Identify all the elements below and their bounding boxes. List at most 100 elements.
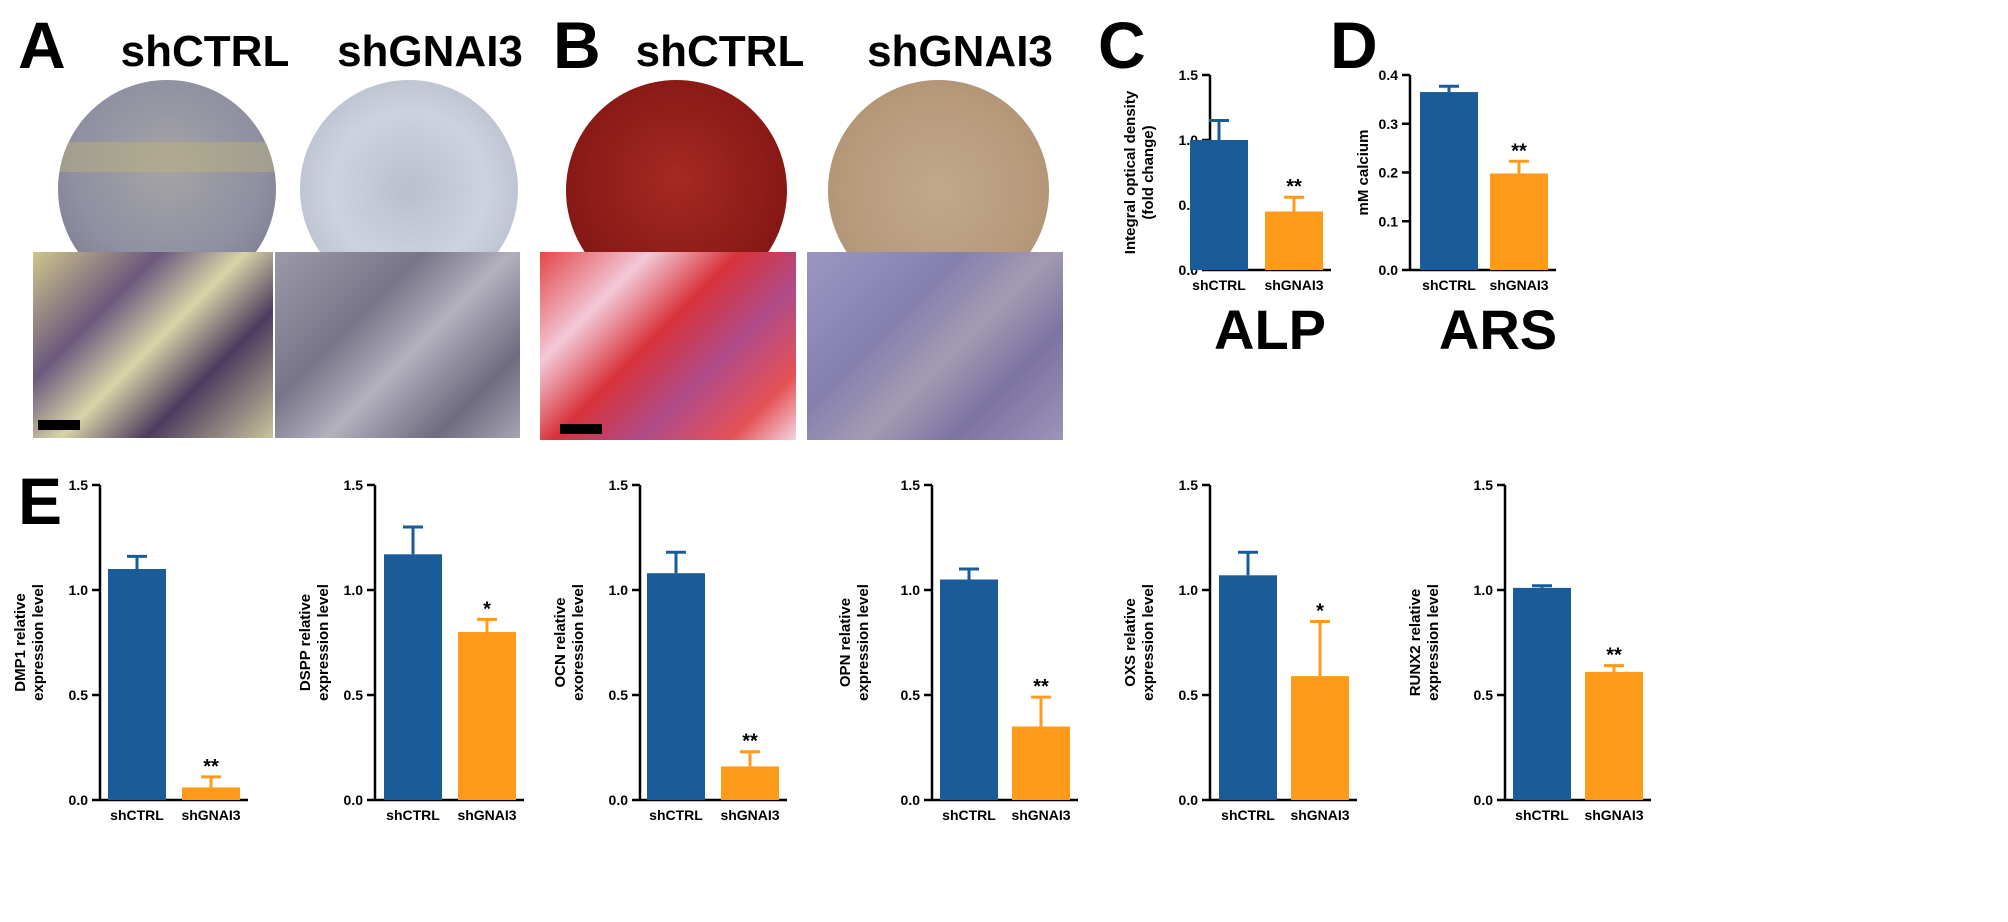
bar-shctrl [1219,575,1277,800]
bar-shgnai3 [1490,173,1548,270]
panel-b-label-shctrl: shCTRL [635,27,805,76]
x-tick-label: shGNAI3 [1489,277,1548,293]
x-tick-label: shCTRL [649,807,703,823]
x-tick-label: shCTRL [1221,807,1275,823]
bar-shctrl [1420,92,1478,270]
y-axis-label: OPN relativeexpression level [837,584,872,701]
y-tick-label: 1.5 [344,477,364,493]
y-tick-label: 0.0 [69,792,89,808]
y-tick-label: 1.0 [69,582,89,598]
panel-a-label-shgnai3: shGNAI3 [337,27,523,76]
y-tick-label: 1.0 [1474,582,1494,598]
x-tick-label: shCTRL [1192,277,1246,293]
x-tick-label: shCTRL [110,807,164,823]
y-tick-label: 1.0 [344,582,364,598]
panel-letter-b: B [553,8,601,82]
bar-shctrl [647,573,705,800]
y-axis-label: OCN relativeexoression level [552,584,587,701]
significance-label: * [483,598,491,620]
y-tick-label: 0.0 [609,792,629,808]
x-tick-label: shGNAI3 [1290,807,1349,823]
significance-label: ** [1033,676,1049,698]
y-tick-label: 0.3 [1379,116,1399,132]
ars-micrograph-shgnai3 [807,252,1063,440]
significance-label: ** [1511,140,1527,162]
bar-shctrl [1513,587,1571,800]
y-tick-label: 1.5 [1179,67,1199,83]
y-tick-label: 0.5 [609,687,629,703]
panel-b-label-shgnai3: shGNAI3 [867,27,1053,76]
bar-shctrl [108,569,166,800]
panel-c-caption: ALP [1214,298,1326,361]
y-tick-label: 1.5 [1179,477,1199,493]
bar-shgnai3 [182,787,240,800]
x-tick-label: shGNAI3 [181,807,240,823]
panel-d-caption: ARS [1438,298,1558,361]
y-tick-label: 1.0 [901,582,921,598]
bar-shgnai3 [1265,211,1323,270]
y-axis-label: mM calcium [1355,130,1372,216]
x-tick-label: shGNAI3 [1584,807,1643,823]
y-tick-label: 0.0 [1379,262,1399,278]
y-axis-label: Integral optical density(fold change) [1122,90,1157,254]
y-tick-label: 0.1 [1379,213,1399,229]
bar-shgnai3 [1291,676,1349,800]
bar-shgnai3 [1012,726,1070,800]
y-axis-label: RUNX2 relativeexpression level [1407,584,1442,701]
y-tick-label: 1.0 [1179,582,1199,598]
bar-shgnai3 [458,632,516,800]
y-axis-label: OXS relativeexpression level [1122,584,1157,701]
y-tick-label: 0.4 [1379,67,1399,83]
scale-bar-a [38,420,80,430]
y-tick-label: 1.5 [69,477,89,493]
y-axis-label: DMP1 relativeexpression level [12,584,47,701]
y-tick-label: 1.0 [609,582,629,598]
panel-a-label-shctrl: shCTRL [120,27,290,76]
panel-letter-a: A [18,8,66,82]
y-tick-label: 1.5 [1474,477,1494,493]
alp-micrograph-shgnai3 [275,252,520,438]
significance-label: ** [742,731,758,753]
bar-shctrl [1190,140,1248,270]
y-tick-label: 0.5 [1179,687,1199,703]
panel-letter-c: C [1098,8,1146,82]
significance-label: ** [1606,645,1622,667]
x-tick-label: shCTRL [942,807,996,823]
x-tick-label: shGNAI3 [1011,807,1070,823]
significance-label: ** [203,756,219,778]
ars-micrograph-shctrl [540,252,796,440]
y-tick-label: 0.0 [901,792,921,808]
panel-letter-d: D [1330,8,1378,82]
bar-shctrl [940,579,998,800]
bar-shgnai3 [1585,671,1643,800]
y-tick-label: 0.0 [344,792,364,808]
panel-letter-e: E [18,464,63,538]
significance-label: * [1316,601,1324,623]
x-tick-label: shGNAI3 [720,807,779,823]
alp-micrograph-shctrl [33,252,273,438]
significance-label: ** [1286,176,1302,198]
y-tick-label: 0.5 [1474,687,1494,703]
y-tick-label: 0.0 [1474,792,1494,808]
x-tick-label: shGNAI3 [457,807,516,823]
x-tick-label: shGNAI3 [1264,277,1323,293]
y-tick-label: 0.5 [69,687,89,703]
y-tick-label: 0.2 [1379,165,1399,181]
bar-shgnai3 [721,766,779,800]
y-axis-label: DSPP relativeexpression level [297,584,332,701]
y-tick-label: 0.5 [901,687,921,703]
y-tick-label: 0.5 [344,687,364,703]
x-tick-label: shCTRL [1515,807,1569,823]
y-tick-label: 1.5 [901,477,921,493]
y-tick-label: 0.0 [1179,792,1199,808]
y-tick-label: 1.5 [609,477,629,493]
x-tick-label: shCTRL [1422,277,1476,293]
